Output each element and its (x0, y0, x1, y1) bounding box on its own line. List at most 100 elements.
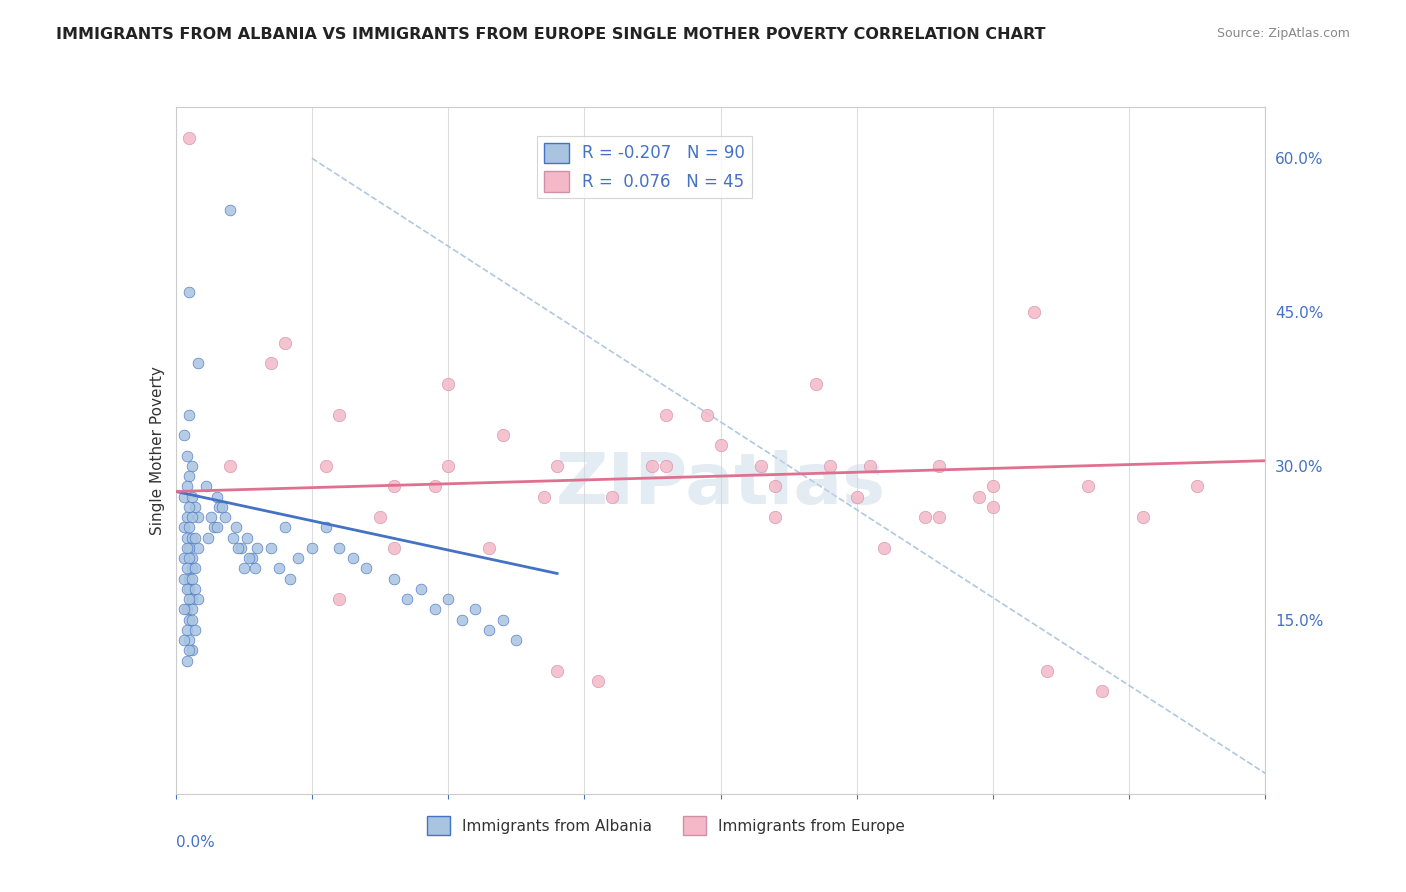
Point (179, 613, 201, 627)
Point (235, 531, 257, 545)
Point (1022, 305, 1045, 319)
Point (181, 613, 204, 627)
Point (437, 592, 460, 607)
Point (197, 531, 219, 545)
Point (423, 479, 446, 493)
Point (205, 520, 228, 534)
Point (382, 572, 405, 586)
Point (368, 510, 391, 524)
Point (437, 376, 460, 391)
Point (176, 479, 198, 493)
Point (179, 130, 201, 145)
Point (179, 582, 201, 596)
Point (179, 285, 201, 299)
Point (176, 602, 198, 616)
Point (232, 561, 254, 575)
Point (184, 531, 207, 545)
Point (238, 551, 260, 566)
Point (641, 458, 664, 473)
Point (505, 633, 527, 648)
Point (710, 438, 733, 452)
Point (287, 551, 309, 566)
Point (181, 602, 204, 616)
Point (1187, 479, 1209, 493)
Point (1036, 664, 1059, 678)
Point (176, 531, 198, 545)
Point (184, 582, 207, 596)
Point (450, 613, 472, 627)
Point (231, 541, 253, 555)
Point (219, 202, 242, 217)
Point (173, 520, 195, 534)
Point (246, 541, 269, 555)
Point (176, 449, 198, 463)
Point (274, 335, 297, 350)
Point (186, 541, 209, 555)
Point (315, 458, 337, 473)
Point (179, 541, 201, 555)
Point (751, 458, 773, 473)
Point (804, 376, 827, 391)
Point (1132, 510, 1154, 524)
Point (179, 500, 201, 514)
Point (696, 408, 718, 422)
Text: IMMIGRANTS FROM ALBANIA VS IMMIGRANTS FROM EUROPE SINGLE MOTHER POVERTY CORRELAT: IMMIGRANTS FROM ALBANIA VS IMMIGRANTS FR… (56, 27, 1046, 42)
Point (655, 458, 678, 473)
Point (176, 561, 198, 575)
Point (478, 623, 501, 637)
Point (301, 541, 323, 555)
Point (600, 490, 623, 504)
Point (181, 510, 204, 524)
Point (492, 428, 515, 442)
Point (478, 541, 501, 555)
Point (179, 643, 201, 657)
Point (208, 500, 231, 514)
Point (981, 479, 1004, 493)
Point (928, 458, 950, 473)
Point (179, 408, 201, 422)
Point (179, 572, 201, 586)
Point (818, 458, 841, 473)
Point (181, 643, 204, 657)
Point (176, 510, 198, 524)
Point (176, 623, 198, 637)
Point (382, 541, 405, 555)
Point (181, 551, 204, 566)
Point (176, 541, 198, 555)
Point (492, 613, 515, 627)
Point (176, 582, 198, 596)
Point (214, 510, 236, 524)
Point (1077, 479, 1099, 493)
Point (328, 541, 350, 555)
Y-axis label: Single Mother Poverty: Single Mother Poverty (149, 366, 165, 535)
Point (181, 531, 204, 545)
Point (211, 500, 233, 514)
Point (176, 654, 198, 668)
Point (382, 479, 405, 493)
Point (179, 551, 201, 566)
Point (181, 561, 204, 575)
Point (328, 408, 350, 422)
Point (173, 490, 195, 504)
Point (586, 674, 609, 689)
Point (181, 592, 204, 607)
Point (173, 633, 195, 648)
Point (184, 623, 207, 637)
Point (763, 479, 786, 493)
Point (173, 572, 195, 586)
Point (179, 520, 201, 534)
Point (873, 541, 896, 555)
Point (328, 592, 350, 607)
Point (173, 602, 195, 616)
Text: ZIPatlas: ZIPatlas (555, 450, 886, 519)
Point (184, 500, 207, 514)
Point (409, 582, 432, 596)
Point (228, 541, 250, 555)
Point (546, 664, 568, 678)
Point (342, 551, 364, 566)
Point (981, 500, 1004, 514)
Point (243, 561, 266, 575)
Point (260, 541, 283, 555)
Legend: Immigrants from Albania, Immigrants from Europe: Immigrants from Albania, Immigrants from… (422, 810, 911, 841)
Point (928, 510, 950, 524)
